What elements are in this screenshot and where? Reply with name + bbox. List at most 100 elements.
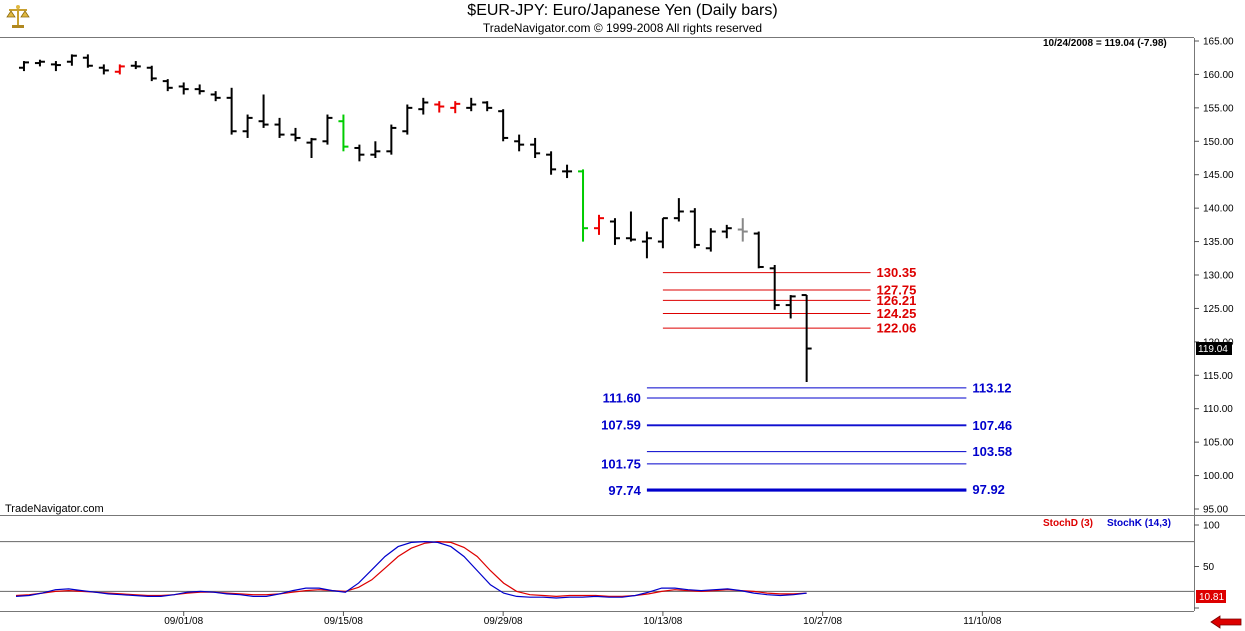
ohlc-bar xyxy=(689,208,700,249)
price-tick-label: 130.00 xyxy=(1203,271,1234,282)
ohlc-bar xyxy=(402,104,413,135)
ohlc-bar xyxy=(466,97,477,112)
date-tick-label: 09/29/08 xyxy=(484,616,523,627)
chart-header: $EUR-JPY: Euro/Japanese Yen (Daily bars)… xyxy=(0,0,1245,38)
price-tick-label: 155.00 xyxy=(1203,103,1234,114)
ohlc-bar xyxy=(641,231,652,259)
ohlc-bar xyxy=(482,101,493,112)
watermark: TradeNavigator.com xyxy=(5,503,104,515)
ohlc-bar xyxy=(514,134,525,152)
chart-subtitle: TradeNavigator.com © 1999-2008 All right… xyxy=(482,21,763,35)
ohlc-bar xyxy=(194,84,205,95)
ohlc-bar xyxy=(594,214,604,235)
brass-scales-logo-icon xyxy=(6,5,30,28)
red-left-arrow-icon[interactable] xyxy=(1210,615,1242,629)
support-label: 97.92 xyxy=(972,482,1005,497)
ohlc-bar xyxy=(530,137,541,158)
legend-stochD: StochD (3) xyxy=(1043,518,1093,529)
ohlc-bar xyxy=(434,101,445,113)
ohlc-bar xyxy=(338,114,349,152)
support-label: 111.60 xyxy=(603,391,641,406)
ohlc-bar xyxy=(673,198,684,222)
stoch-tick-label: 100 xyxy=(1203,521,1220,532)
ohlc-bar xyxy=(370,141,381,158)
ohlc-bar xyxy=(162,79,173,92)
ohlc-bar xyxy=(562,164,573,179)
ohlc-bar xyxy=(306,137,317,158)
ohlc-bar xyxy=(498,109,509,142)
stochastic-axis: 50 100 xyxy=(0,521,1220,609)
status-readout: 10/24/2008 = 119.04 (-7.98) xyxy=(1043,38,1167,49)
legend-stochK: StochK (14,3) xyxy=(1107,518,1171,529)
price-bars xyxy=(18,54,812,382)
price-tick-label: 145.00 xyxy=(1203,170,1234,181)
ohlc-bar xyxy=(130,61,141,70)
ohlc-bar xyxy=(146,65,157,82)
stoch-value-label: 10.81 xyxy=(1199,592,1224,603)
ohlc-bar xyxy=(178,82,189,95)
price-tick-label: 115.00 xyxy=(1203,371,1233,382)
ohlc-bar xyxy=(801,294,812,382)
price-tick-label: 135.00 xyxy=(1203,237,1234,248)
last-price-label: 119.04 xyxy=(1198,344,1228,355)
price-tick-label: 110.00 xyxy=(1203,404,1233,415)
ohlc-bar xyxy=(18,61,29,72)
ohlc-bar xyxy=(721,224,732,239)
stoch-series-line xyxy=(15,540,807,599)
resistance-label: 126.21 xyxy=(877,293,917,308)
resistance-label: 122.06 xyxy=(877,321,917,336)
support-label: 103.58 xyxy=(972,444,1012,459)
support-label: 113.12 xyxy=(972,380,1011,395)
price-tick-label: 95.00 xyxy=(1203,505,1228,516)
resistance-label: 124.25 xyxy=(877,306,917,321)
resistance-label: 130.35 xyxy=(877,265,917,280)
ohlc-bar xyxy=(785,295,796,319)
ohlc-bar xyxy=(258,94,269,128)
ohlc-bar xyxy=(737,218,748,242)
support-label: 107.46 xyxy=(972,418,1012,433)
ohlc-bar xyxy=(210,91,221,102)
price-tick-label: 160.00 xyxy=(1203,70,1234,81)
ohlc-bar xyxy=(322,114,333,145)
ohlc-bar xyxy=(578,169,589,242)
ohlc-bar xyxy=(354,144,365,162)
ohlc-bar xyxy=(66,54,77,66)
ohlc-bar xyxy=(769,264,780,310)
price-tick-label: 140.00 xyxy=(1203,204,1234,215)
price-tick-label: 100.00 xyxy=(1203,471,1234,482)
ohlc-bar xyxy=(450,101,461,114)
stoch-tick-label: 50 xyxy=(1203,562,1215,573)
date-tick-label: 11/10/08 xyxy=(963,616,1002,627)
support-label: 101.75 xyxy=(601,456,641,471)
date-tick-label: 09/01/08 xyxy=(164,616,203,627)
ohlc-bar xyxy=(98,64,109,75)
stochastic-panel xyxy=(15,540,807,599)
ohlc-bar xyxy=(418,97,429,115)
ohlc-bar xyxy=(50,61,61,72)
ohlc-bar xyxy=(705,228,716,252)
ohlc-bar xyxy=(546,151,557,175)
ohlc-bar xyxy=(82,54,93,68)
date-tick-label: 09/15/08 xyxy=(324,616,363,627)
support-label: 107.59 xyxy=(601,417,641,432)
chart-title: $EUR-JPY: Euro/Japanese Yen (Daily bars) xyxy=(467,2,778,19)
ohlc-bar xyxy=(625,211,636,242)
ohlc-bar xyxy=(114,64,125,75)
ohlc-bar xyxy=(657,217,668,249)
price-tick-label: 125.00 xyxy=(1203,304,1234,315)
ohlc-bar xyxy=(386,124,397,155)
ohlc-bar xyxy=(242,114,253,138)
price-tick-label: 165.00 xyxy=(1203,37,1234,48)
price-tick-label: 105.00 xyxy=(1203,438,1234,449)
support-label: 97.74 xyxy=(608,483,641,498)
ohlc-bar xyxy=(34,59,45,67)
ohlc-bar xyxy=(290,127,301,142)
ohlc-bar xyxy=(753,231,764,269)
ohlc-bar xyxy=(274,117,285,138)
date-tick-label: 10/27/08 xyxy=(803,616,842,627)
date-axis: 09/01/08 09/15/08 09/29/08 10/13/08 10/27/08… xyxy=(164,611,1002,627)
price-tick-label: 150.00 xyxy=(1203,137,1234,148)
ohlc-bar xyxy=(226,87,237,135)
